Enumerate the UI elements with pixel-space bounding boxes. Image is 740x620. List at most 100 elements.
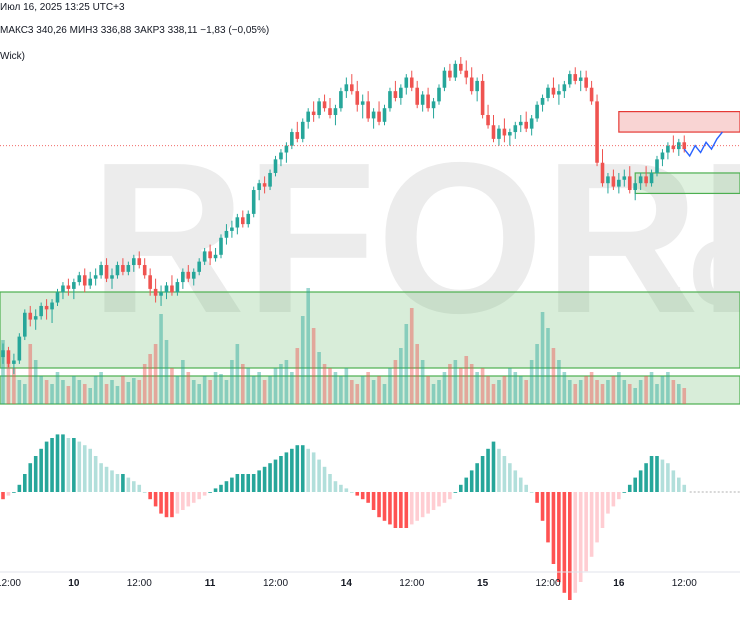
- oscillator-bar: [93, 456, 98, 492]
- volume-bar: [290, 372, 294, 404]
- candle-body: [437, 87, 441, 102]
- candle-body: [546, 87, 550, 98]
- volume-bar: [382, 384, 387, 404]
- volume-bar: [622, 380, 627, 404]
- oscillator-bar: [295, 445, 300, 492]
- volume-bar: [627, 384, 632, 404]
- x-tick-label: 10: [68, 578, 80, 589]
- x-tick-label: 12:00: [0, 578, 21, 589]
- oscillator-bar: [333, 481, 338, 492]
- volume-bar: [529, 360, 534, 404]
- volume-bar: [137, 380, 142, 404]
- oscillator-bar: [181, 492, 185, 510]
- volume-bar: [33, 360, 38, 404]
- oscillator-bar: [508, 463, 512, 492]
- candle-body: [235, 217, 240, 228]
- volume-bar: [12, 368, 16, 404]
- oscillator-bar: [513, 470, 518, 492]
- volume-bar: [475, 372, 479, 404]
- oscillator-bar: [464, 477, 469, 492]
- x-tick-label: 14: [341, 578, 353, 589]
- volume-bar: [415, 344, 419, 404]
- candle-body: [589, 87, 594, 102]
- volume-bar: [213, 372, 218, 404]
- candle-body: [568, 74, 572, 85]
- volume-bar: [355, 384, 360, 404]
- oscillator-bar: [677, 477, 681, 492]
- candle-body: [377, 111, 381, 122]
- candle-body: [208, 251, 212, 259]
- candle-body: [159, 292, 163, 296]
- candle-body: [573, 74, 578, 81]
- candle-body: [508, 132, 512, 136]
- volume-bar: [23, 384, 27, 404]
- candle-body: [6, 350, 11, 364]
- candle-body: [268, 172, 272, 187]
- candle-body: [622, 176, 627, 180]
- candle-body: [224, 230, 229, 238]
- oscillator-bar: [350, 492, 354, 493]
- oscillator-bar: [404, 492, 409, 528]
- volume-bar: [311, 328, 316, 404]
- oscillator-bar: [241, 474, 245, 492]
- oscillator-bar: [66, 438, 71, 492]
- volume-bar: [28, 344, 33, 404]
- oscillator-bar: [568, 492, 572, 600]
- candle-body: [202, 251, 207, 262]
- x-tick-label: 11: [205, 578, 216, 589]
- volume-bar: [300, 316, 305, 404]
- candle-body: [115, 265, 120, 276]
- volume-bar: [486, 376, 490, 404]
- volume-bar: [442, 372, 447, 404]
- candle-body: [409, 77, 414, 88]
- candle-body: [219, 237, 223, 255]
- x-axis: 12:00 10 12:00 11 12:00 14 12:00 15 12:00 16 12:00: [0, 571, 740, 589]
- candle-body: [306, 111, 310, 122]
- x-tick-label: 16: [613, 578, 625, 589]
- volume-bar: [611, 376, 616, 404]
- oscillator-bar: [339, 484, 343, 492]
- volume-bar: [551, 348, 556, 404]
- volume-bar: [584, 376, 588, 404]
- oscillator-bar: [622, 492, 627, 493]
- oscillator-bar: [486, 448, 490, 492]
- candle-body: [655, 159, 659, 173]
- candle-body: [317, 101, 321, 116]
- volume-bar: [606, 380, 610, 404]
- volume-bar: [426, 376, 430, 404]
- x-tick-label: 12:00: [399, 578, 424, 589]
- volume-bar: [644, 376, 648, 404]
- volume-bar: [93, 376, 98, 404]
- oscillator-bar: [175, 492, 180, 514]
- oscillator-bar: [28, 463, 33, 492]
- volume-bar: [88, 388, 92, 404]
- candle-body: [241, 217, 245, 225]
- oscillator-bar: [655, 456, 659, 492]
- candle-body: [404, 77, 409, 88]
- candle-body: [295, 132, 300, 139]
- volume-bar: [148, 354, 152, 404]
- candle-body: [660, 152, 665, 160]
- oscillator-bar: [230, 477, 234, 492]
- volume-bar: [633, 388, 637, 404]
- oscillator-bar: [39, 448, 43, 492]
- header-datetime: Июл 16, 2025 13:25 UTC+3: [0, 2, 125, 13]
- candle-body: [137, 258, 142, 266]
- volume-bar: [524, 380, 528, 404]
- oscillator-bar: [191, 492, 196, 503]
- volume-bar: [666, 372, 670, 404]
- oscillator-bar: [366, 492, 370, 503]
- volume-bar: [219, 374, 223, 404]
- oscillator-bar: [153, 492, 158, 507]
- volume-bar: [246, 368, 251, 404]
- oscillator-bar: [415, 492, 419, 521]
- volume-bar: [557, 360, 561, 404]
- oscillator-bar: [617, 492, 621, 500]
- volume-bar: [497, 380, 501, 404]
- header-indicator: Wick): [0, 51, 25, 62]
- x-tick-label: 15: [477, 578, 489, 589]
- volume-bar: [399, 348, 403, 404]
- candle-body: [366, 101, 370, 119]
- oscillator-bar: [164, 492, 169, 518]
- candle-body: [257, 183, 261, 191]
